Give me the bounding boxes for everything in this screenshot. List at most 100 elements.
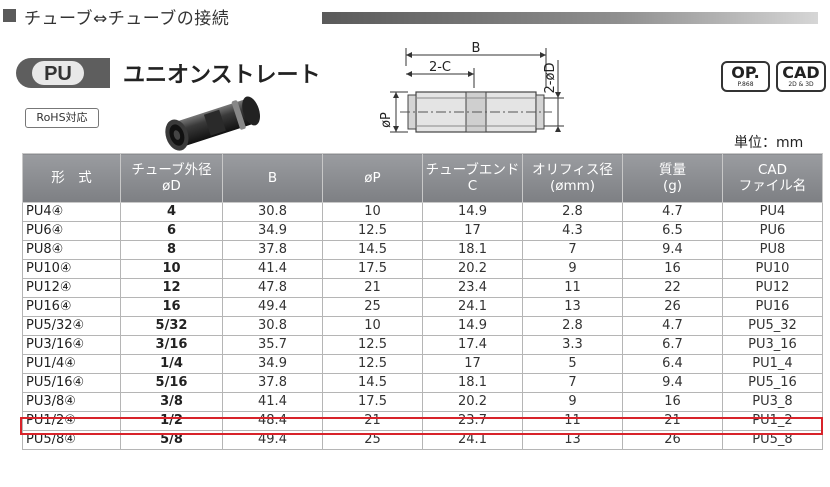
tube-end-cell: 24.1 (422, 297, 523, 317)
dim-2c-label: 2-C (429, 60, 451, 75)
model-cell: PU6④ (22, 221, 121, 241)
model-cell: PU3/8④ (22, 392, 121, 412)
cad-badge-sub: 2D & 3D (788, 81, 814, 88)
drawing-svg: B 2-C øP 2-øD (379, 41, 564, 133)
union-straight-image (165, 96, 261, 151)
cad-file-cell: PU8 (722, 240, 823, 260)
op-reference-badge[interactable]: OP. P.868 (721, 61, 770, 92)
model-cell: PU4④ (22, 202, 121, 222)
model-cell: PU10④ (22, 259, 121, 279)
orifice-cell: 4.3 (522, 221, 623, 241)
unit-label: 単位：mm (734, 135, 804, 151)
table-row: PU6④ 6 34.9 12.5 17 4.3 6.5 PU6 (22, 221, 823, 241)
op-cell: 14.5 (322, 240, 423, 260)
op-cell: 21 (322, 278, 423, 298)
cad-reference-badge[interactable]: CAD 2D & 3D (776, 61, 826, 92)
dimension-drawing: B 2-C øP 2-øD (370, 40, 580, 154)
spec-table: 形 式 チューブ外径 øD B øP チューブエンド C オリフィス径 (ømm) 質… (22, 153, 823, 450)
header-mass: 質量 (g) (622, 153, 723, 203)
op-badge-label: OP. (731, 63, 760, 82)
table-row: PU12④ 12 47.8 21 23.4 11 22 PU12 (22, 278, 823, 298)
cad-file-cell: PU5_8 (722, 430, 823, 450)
tube-end-cell: 23.4 (422, 278, 523, 298)
op-cell: 12.5 (322, 354, 423, 374)
header-op: øP (322, 153, 423, 203)
model-cell: PU1/2④ (22, 411, 121, 431)
pu-badge-label: PU (44, 63, 72, 85)
cad-file-cell: PU3_16 (722, 335, 823, 355)
model-cell: PU16④ (22, 297, 121, 317)
tube-end-cell: 17 (422, 354, 523, 374)
pu-badge: PU (15, 57, 111, 89)
table-header-row: 形 式 チューブ外径 øD B øP チューブエンド C オリフィス径 (ømm) 質… (22, 153, 823, 203)
b-cell: 30.8 (222, 316, 323, 336)
cad-file-cell: PU5_16 (722, 373, 823, 393)
tube-od-cell: 3/16 (120, 335, 223, 355)
header-b: B (222, 153, 323, 203)
op-cell: 14.5 (322, 373, 423, 393)
tube-end-cell: 17 (422, 221, 523, 241)
section-title: チューブ⇔チューブの接続 (24, 9, 230, 29)
section-divider-bar (322, 12, 818, 24)
op-cell: 25 (322, 430, 423, 450)
model-cell: PU1/4④ (22, 354, 121, 374)
mass-cell: 26 (622, 430, 723, 450)
orifice-cell: 7 (522, 373, 623, 393)
orifice-cell: 13 (522, 297, 623, 317)
table-row: PU5/16④ 5/16 37.8 14.5 18.1 7 9.4 PU5_16 (22, 373, 823, 393)
dim-2od-label: 2-øD (543, 63, 558, 94)
tube-end-cell: 17.4 (422, 335, 523, 355)
b-cell: 41.4 (222, 392, 323, 412)
op-cell: 12.5 (322, 221, 423, 241)
tube-od-cell: 1/4 (120, 354, 223, 374)
mass-cell: 16 (622, 392, 723, 412)
tube-end-cell: 20.2 (422, 392, 523, 412)
b-cell: 37.8 (222, 240, 323, 260)
rohs-badge: RoHS対応 (25, 108, 99, 128)
dim-op-label: øP (379, 112, 394, 128)
model-cell: PU3/16④ (22, 335, 121, 355)
tube-od-cell: 5/8 (120, 430, 223, 450)
table-row: PU4④ 4 30.8 10 14.9 2.8 4.7 PU4 (22, 202, 823, 222)
tube-end-cell: 18.1 (422, 373, 523, 393)
tube-od-cell: 3/8 (120, 392, 223, 412)
header-model: 形 式 (22, 153, 121, 203)
model-cell: PU12④ (22, 278, 121, 298)
header-cad-file: CAD ファイル名 (722, 153, 823, 203)
cad-file-cell: PU10 (722, 259, 823, 279)
op-cell: 10 (322, 202, 423, 222)
tube-end-cell: 14.9 (422, 202, 523, 222)
mass-cell: 4.7 (622, 316, 723, 336)
table-row: PU5/32④ 5/32 30.8 10 14.9 2.8 4.7 PU5_32 (22, 316, 823, 336)
tube-od-cell: 8 (120, 240, 223, 260)
b-cell: 35.7 (222, 335, 323, 355)
orifice-cell: 5 (522, 354, 623, 374)
cad-file-cell: PU16 (722, 297, 823, 317)
mass-cell: 6.4 (622, 354, 723, 374)
section-square-icon (3, 9, 16, 22)
orifice-cell: 9 (522, 259, 623, 279)
tube-end-cell: 14.9 (422, 316, 523, 336)
orifice-cell: 9 (522, 392, 623, 412)
model-cell: PU5/16④ (22, 373, 121, 393)
b-cell: 34.9 (222, 354, 323, 374)
tube-od-cell: 16 (120, 297, 223, 317)
mass-cell: 26 (622, 297, 723, 317)
b-cell: 47.8 (222, 278, 323, 298)
orifice-cell: 7 (522, 240, 623, 260)
mass-cell: 9.4 (622, 373, 723, 393)
orifice-cell: 3.3 (522, 335, 623, 355)
tube-end-cell: 18.1 (422, 240, 523, 260)
table-row: PU16④ 16 49.4 25 24.1 13 26 PU16 (22, 297, 823, 317)
fitting-photo (155, 92, 273, 158)
table-row: PU3/16④ 3/16 35.7 12.5 17.4 3.3 6.7 PU3_16 (22, 335, 823, 355)
orifice-cell: 2.8 (522, 202, 623, 222)
op-badge-page: P.868 (737, 81, 754, 88)
table-body: PU4④ 4 30.8 10 14.9 2.8 4.7 PU4 PU6④ 6 34.9 12.5 17 4… (22, 202, 823, 450)
header-tube-od: チューブ外径 øD (120, 153, 223, 203)
b-cell: 41.4 (222, 259, 323, 279)
cad-file-cell: PU1_4 (722, 354, 823, 374)
op-cell: 17.5 (322, 392, 423, 412)
op-cell: 25 (322, 297, 423, 317)
tube-od-cell: 10 (120, 259, 223, 279)
